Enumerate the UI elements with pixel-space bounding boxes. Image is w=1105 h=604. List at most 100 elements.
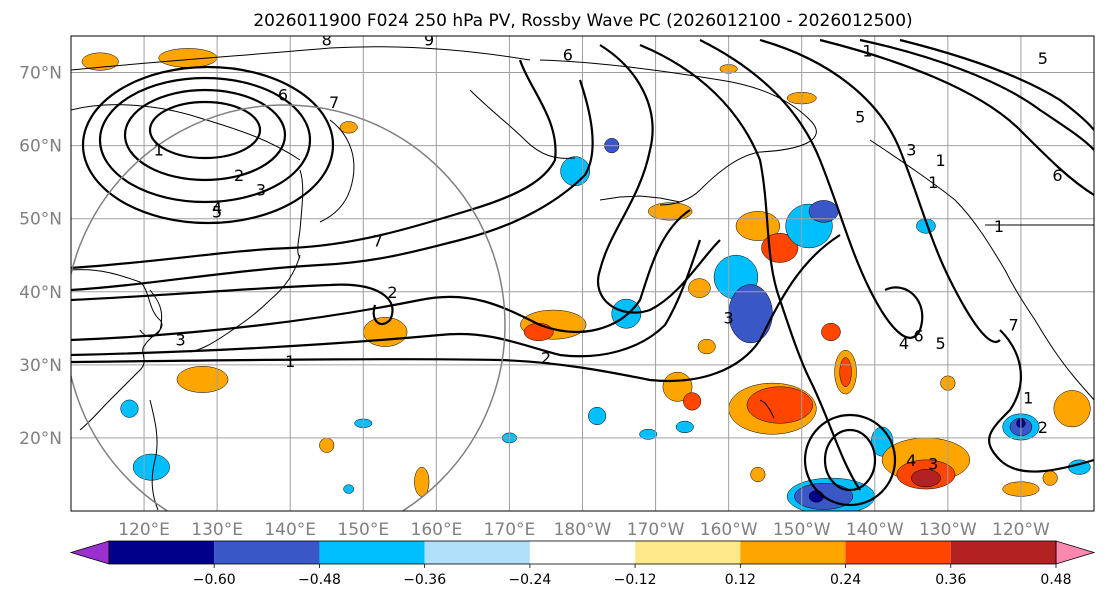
gridlines [71,36,1094,511]
pv-contours [71,38,1094,507]
anomaly-patch [648,202,693,221]
lon-tick-label: 130°E [191,520,243,540]
pv-contour [859,38,1094,151]
pv-contour [759,38,1001,343]
contour-label: 2 [234,166,244,185]
radius-circle [71,104,506,511]
contour-label: 3 [256,180,266,199]
lon-tick-label: 140°E [264,520,316,540]
anomaly-patch [132,453,170,481]
contour-label: 1 [1023,389,1033,408]
pv-contour [819,38,1094,196]
anomaly-patch [639,428,658,440]
colorbar-tick-label: 0.12 [725,572,756,588]
anomaly-patch [839,357,852,388]
coastline-sakhalin [297,169,304,259]
colorbar-extend-low [69,540,110,565]
pv-contour [148,100,262,160]
anomaly-patch [560,156,591,187]
colorbar-bin [845,541,951,564]
colorbar-tick-label: −0.36 [403,572,446,588]
lon-tick-label: 150°E [337,520,389,540]
lon-tick-label: 170°W [627,520,685,540]
lat-tick-label: 60°N [19,137,62,157]
anomaly-patch [319,437,335,453]
contour-label: 5 [1038,49,1048,68]
contour-label: 5 [935,334,945,353]
anomaly-patch [688,278,711,298]
contour-label: 9 [424,31,434,50]
coastline-philippines [149,399,159,511]
coastlines [71,46,1094,511]
contour-label: 3 [176,330,186,349]
pv-contour [823,428,877,492]
anomaly-patch [588,406,607,426]
colorbar-tick-label: −0.12 [614,572,657,588]
anomaly-patch [728,284,773,344]
colorbar-outline [108,540,1057,565]
contour-label: 1 [154,140,164,159]
colorbar-bin [424,541,530,564]
pv-contour [71,79,594,292]
lon-tick-label: 160°W [700,520,758,540]
contour-label: 2 [1038,418,1048,437]
contour-label: 6 [278,85,288,104]
colorbar-tick-label: −0.60 [193,572,236,588]
colorbar-bin [109,541,215,564]
anomaly-patch [1053,390,1091,428]
colorbar-tick-label: 0.36 [935,572,966,588]
contour-label: 3 [724,308,734,327]
contour-label: 1 [994,217,1004,236]
anomaly-patch [120,399,139,418]
lon-tick-label: 120°E [118,520,170,540]
contour-label: 8 [322,31,332,50]
latitude-ticks: 70°N 60°N 50°N 40°N 30°N 20°N [19,64,62,449]
pv-contour [123,88,287,182]
contour-label: 7 [1009,316,1019,335]
contour-label: 1 [862,42,872,61]
lon-tick-label: 150°W [773,520,831,540]
pv-contour [71,234,841,382]
anomaly-patch [339,121,358,134]
coastline-bering [469,89,576,159]
coastline-north-america-west [869,139,1094,401]
anomaly-shading [81,48,1091,511]
anomaly-patch [746,386,813,424]
anomaly-patch [81,52,119,71]
anomaly-patch [808,490,824,503]
contour-label: 5 [212,202,222,221]
colorbar: −0.60 −0.48 −0.36 −0.24 −0.12 0.12 0.24 0.36 0.4… [69,540,1096,588]
lon-tick-label: 170°E [484,520,536,540]
coastline-east-asia [71,269,163,431]
coastline-aleutians [599,195,681,203]
pv-contour [71,283,394,326]
lon-tick-label: 140°W [846,520,904,540]
anomaly-patch [683,392,702,411]
lon-tick-label: 130°W [919,520,977,540]
pv-contour [71,59,557,270]
anomaly-patch [414,466,430,497]
colorbar-bin [529,541,636,564]
map-frame [70,35,1095,512]
colorbar-bin [319,541,425,564]
colorbar-tick-label: 0.24 [830,572,861,588]
anomaly-patch [176,366,229,393]
anomaly-patch [523,322,554,341]
colorbar-tick-label: −0.24 [508,572,551,588]
anomaly-patch [343,484,355,494]
contour-label: 2 [387,283,397,302]
lon-tick-label: 160°E [411,520,463,540]
coastline-siberia-north [71,46,531,71]
lon-tick-label: 180°W [554,520,612,540]
anomaly-patch [697,339,716,355]
contour-label: 4 [212,199,222,218]
anomaly-patch [363,317,408,347]
contour-label: 3 [928,455,938,474]
colorbar-extend-high [1055,540,1096,565]
pv-contour [899,38,1094,131]
lat-tick-label: 70°N [19,64,62,84]
colorbar-bin [214,541,320,564]
coastline-hawaii [759,399,775,419]
pv-contour [81,65,335,225]
